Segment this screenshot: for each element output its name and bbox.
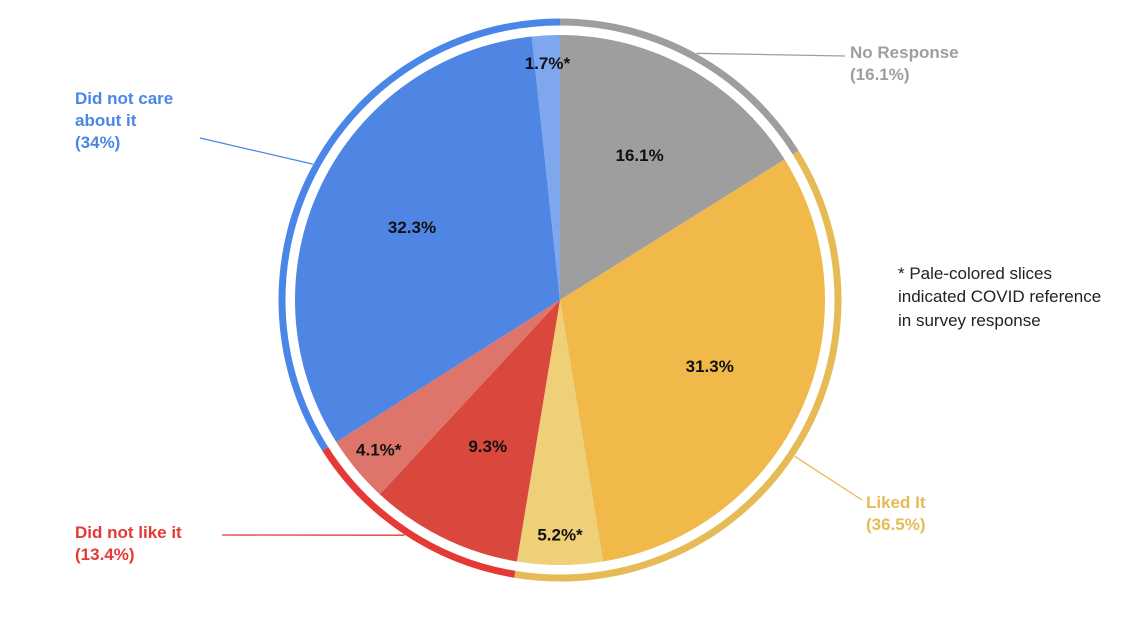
- leader-line: [199, 137, 314, 165]
- leader-line: [794, 455, 863, 501]
- group-label: Did not like it (13.4%): [75, 522, 235, 566]
- slice-label: 1.7%*: [525, 54, 571, 73]
- slice-label: 32.3%: [388, 218, 436, 237]
- pie-slice: [560, 35, 785, 300]
- slice-label: 5.2%*: [537, 525, 583, 544]
- group-label: Did not care about it (34%): [75, 88, 210, 154]
- pie-slice: [295, 36, 560, 442]
- group-name: Did not care about it: [75, 89, 174, 131]
- note: * Pale-colored slices indicated COVID re…: [898, 264, 1102, 330]
- pie-slice: [379, 300, 560, 562]
- group-label: Liked It (36.5%): [866, 492, 1006, 536]
- pie-slice: [531, 35, 560, 300]
- slice-label: 31.3%: [686, 357, 734, 376]
- pie-slice: [336, 300, 560, 495]
- group-label: No Response (16.1%): [850, 42, 1050, 86]
- slice-label: 4.1%*: [356, 440, 402, 459]
- group-ring: [278, 18, 561, 451]
- leader-line: [696, 52, 846, 57]
- group-ring: [514, 150, 842, 582]
- group-name: No Response: [850, 43, 959, 62]
- group-ring: [559, 18, 799, 155]
- slice-label: 9.3%: [468, 437, 507, 456]
- group-value-label: (16.1%): [850, 65, 910, 85]
- group-name: Liked It: [866, 493, 926, 512]
- pie-slice: [560, 159, 826, 562]
- group-ring: [322, 447, 516, 578]
- pie-slice: [516, 300, 604, 565]
- group-value-label: (36.5%): [866, 515, 926, 535]
- slice-label: 16.1%: [616, 146, 664, 165]
- group-value-label: (13.4%): [75, 545, 135, 565]
- group-name: Did not like it: [75, 523, 182, 542]
- group-value-label: (34%): [75, 133, 121, 153]
